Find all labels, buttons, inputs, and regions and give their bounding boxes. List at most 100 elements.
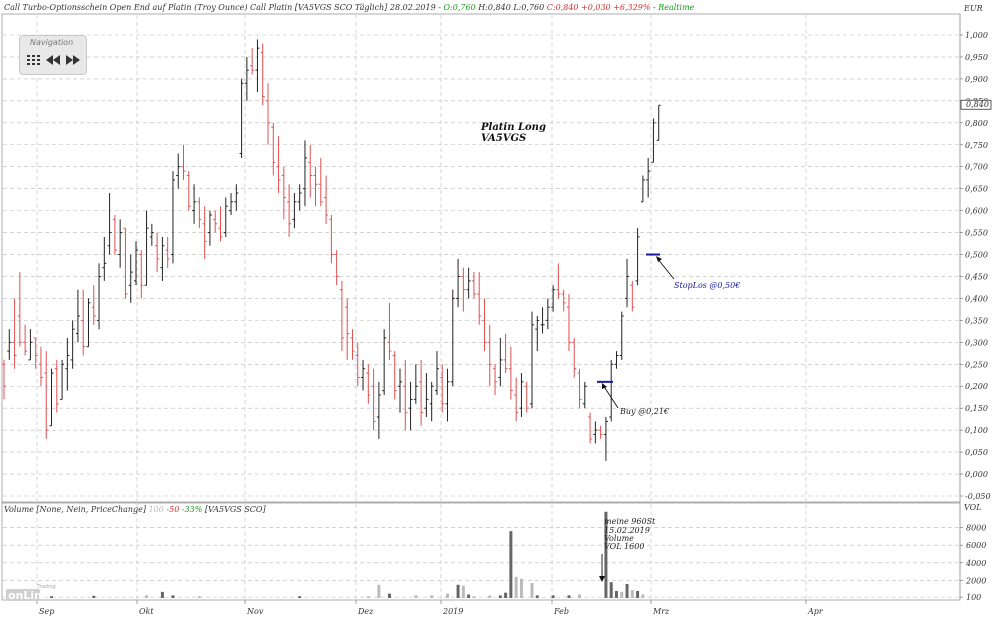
ohlc-bar bbox=[192, 184, 197, 224]
ohlc-bar bbox=[160, 236, 165, 281]
buy-label: Buy @0,21€ bbox=[619, 407, 669, 416]
price-tick-label: 0,000 bbox=[965, 470, 988, 479]
ohlc-bar bbox=[413, 364, 418, 404]
ohlc-bar bbox=[334, 250, 339, 286]
volume-bar bbox=[430, 595, 434, 598]
ohlc-bar bbox=[239, 78, 244, 158]
volume-bar bbox=[387, 593, 391, 598]
time-tick-label: Dez bbox=[357, 607, 374, 616]
ohlc-bar bbox=[651, 118, 656, 163]
ohlc-bar bbox=[2, 359, 6, 400]
volume-bar bbox=[298, 596, 302, 598]
ohlc-bar bbox=[324, 175, 329, 224]
ohlc-bar bbox=[561, 289, 566, 312]
volume-bar bbox=[456, 584, 460, 598]
volume-panel-frame bbox=[1, 502, 961, 601]
ohlc-bar bbox=[609, 359, 614, 422]
volume-unit-label: VOL bbox=[964, 503, 982, 512]
strategy-label-line1: Platin Long bbox=[480, 122, 546, 133]
volume-bars bbox=[13, 511, 645, 598]
ohlc-bar bbox=[456, 258, 461, 308]
fast-forward-icon[interactable] bbox=[66, 54, 80, 66]
ohlc-bar bbox=[466, 267, 471, 299]
volume-bar bbox=[414, 595, 418, 598]
volume-bar bbox=[197, 596, 201, 598]
price-tick-label: 0,100 bbox=[965, 426, 988, 435]
ohlc-bar bbox=[38, 346, 43, 387]
svg-text:Trading: Trading bbox=[37, 584, 56, 590]
volume-bar bbox=[461, 585, 465, 598]
ohlc-bar bbox=[503, 333, 508, 374]
volume-bar bbox=[446, 593, 450, 598]
svg-text:0,840: 0,840 bbox=[966, 100, 989, 109]
time-tick-label: Sep bbox=[39, 607, 54, 616]
ohlc-bar bbox=[65, 337, 70, 391]
volume-bar bbox=[171, 595, 175, 598]
ohlc-bar bbox=[656, 104, 661, 141]
price-tick-label: 0,600 bbox=[965, 207, 988, 216]
ohlc-bar bbox=[577, 368, 582, 409]
ohlc-bar bbox=[524, 381, 529, 413]
ohlc-bar bbox=[593, 421, 598, 444]
ohlc-bars bbox=[2, 39, 661, 461]
ohlc-bar bbox=[313, 166, 318, 207]
ohlc-bar bbox=[297, 184, 302, 211]
ohlc-bar bbox=[477, 272, 482, 325]
volume-bar bbox=[567, 595, 571, 598]
ohlc-bar bbox=[33, 337, 38, 369]
stoploss-annotation: StopLos @0,50€ bbox=[646, 253, 740, 290]
time-tick-label: Okt bbox=[139, 607, 154, 616]
ohlc-bar bbox=[17, 272, 22, 347]
ohlc-bar bbox=[308, 144, 313, 198]
volume-bar bbox=[160, 591, 164, 598]
svg-text:VOL 1600: VOL 1600 bbox=[604, 542, 644, 551]
volume-bar bbox=[377, 584, 381, 598]
ohlc-bar bbox=[86, 298, 91, 348]
ohlc-bar bbox=[429, 381, 434, 422]
volume-note: meine 960St 15.02.2019 Volume VOL 1600 bbox=[599, 517, 656, 582]
ohlc-bar bbox=[376, 381, 381, 439]
price-tick-label: 0,450 bbox=[965, 272, 988, 281]
grid-icon[interactable] bbox=[26, 54, 40, 66]
ohlc-bar bbox=[625, 258, 630, 308]
volume-bar bbox=[630, 590, 634, 598]
ohlc-bar bbox=[345, 298, 350, 360]
ohlc-bar bbox=[482, 298, 487, 352]
ohlc-bar bbox=[445, 368, 450, 422]
volume-bar bbox=[620, 591, 624, 598]
price-tick-label: 1,000 bbox=[965, 31, 988, 40]
volume-bar bbox=[366, 596, 370, 598]
svg-text:meine 960St: meine 960St bbox=[604, 517, 656, 526]
ohlc-bar bbox=[318, 157, 323, 207]
ohlc-bar bbox=[582, 381, 587, 409]
ohlc-bar bbox=[181, 144, 186, 180]
ohlc-bar bbox=[102, 236, 107, 281]
svg-text:15.02.2019: 15.02.2019 bbox=[604, 526, 650, 535]
rewind-icon[interactable] bbox=[46, 54, 60, 66]
time-tick-label: 2019 bbox=[442, 607, 463, 616]
ohlc-bar bbox=[640, 175, 645, 203]
volume-tick-label: 4000 bbox=[965, 559, 986, 568]
ohlc-bar bbox=[197, 197, 202, 229]
ohlc-bar bbox=[75, 289, 80, 343]
ohlc-bar bbox=[355, 342, 360, 387]
ohlc-bar bbox=[44, 351, 49, 439]
volume-bar bbox=[509, 531, 513, 598]
ohlc-bar bbox=[60, 359, 65, 400]
ohlc-bar bbox=[487, 324, 492, 387]
ohlc-bar bbox=[302, 140, 307, 207]
volume-title: Volume [None, Nein, PriceChange] 100 -50… bbox=[4, 505, 266, 514]
ohlc-bar bbox=[134, 241, 138, 286]
ohlc-bar bbox=[471, 272, 476, 299]
ohlc-bar bbox=[170, 171, 175, 264]
volume-bar bbox=[551, 595, 555, 598]
ohlc-bar bbox=[545, 298, 550, 330]
ohlc-bar bbox=[271, 122, 276, 176]
ohlc-bar bbox=[229, 193, 234, 216]
ohlc-bar bbox=[244, 56, 249, 101]
navigation-widget: Navigation bbox=[19, 35, 87, 75]
ohlc-bar bbox=[91, 285, 96, 325]
volume-bar bbox=[472, 596, 476, 598]
ohlc-bar bbox=[123, 227, 128, 299]
ohlc-bar bbox=[419, 359, 424, 426]
